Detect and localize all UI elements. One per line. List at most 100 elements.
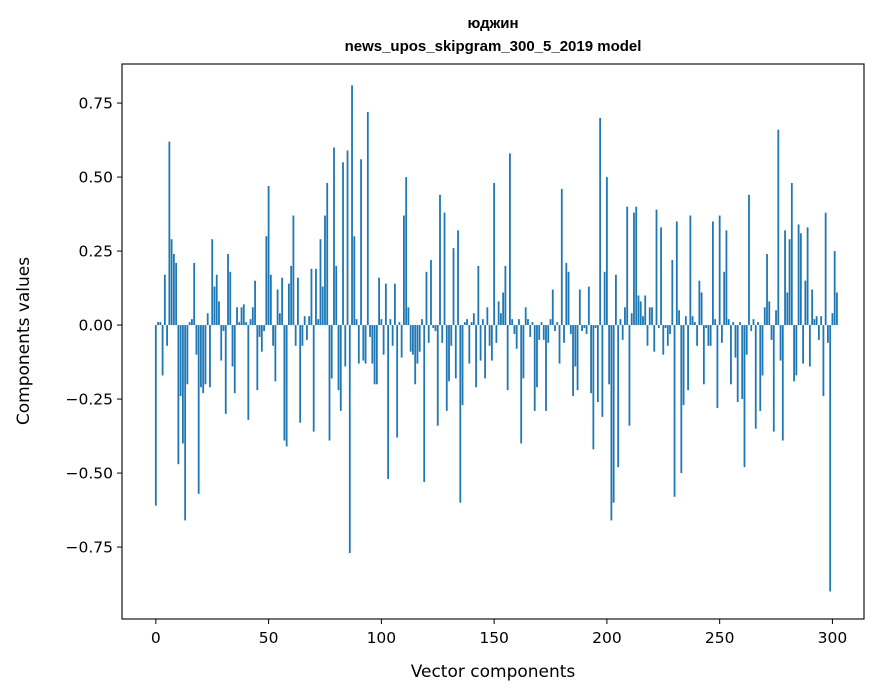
bar [698, 280, 701, 326]
bar [718, 215, 721, 326]
bar [161, 325, 164, 376]
bar [303, 316, 306, 326]
bar [565, 262, 568, 326]
bar [450, 325, 453, 346]
bar [761, 325, 764, 376]
bar [254, 280, 256, 326]
bar [804, 280, 807, 326]
bar [324, 215, 326, 326]
bar [702, 325, 705, 385]
bar [610, 325, 613, 521]
bar [813, 319, 816, 326]
bar [209, 325, 211, 388]
chart-title: юджин [467, 15, 518, 32]
x-tick-label: 250 [705, 629, 735, 647]
bar [572, 325, 574, 397]
bar [328, 325, 331, 441]
bar [781, 325, 784, 441]
bar [560, 188, 563, 326]
bar [700, 292, 703, 326]
bar [249, 319, 252, 326]
bar [215, 274, 218, 326]
bar [790, 182, 793, 326]
bar [766, 254, 768, 326]
bar [177, 325, 180, 465]
bar [775, 310, 777, 326]
bar [777, 129, 780, 326]
bar [725, 230, 728, 326]
bar [195, 325, 198, 355]
bar [481, 319, 484, 326]
bar [233, 325, 236, 394]
bar [488, 325, 491, 346]
plot-frame [121, 63, 865, 620]
bar [750, 325, 753, 331]
bar [278, 313, 281, 326]
bar [691, 316, 694, 326]
bar [540, 322, 543, 326]
bar [360, 159, 362, 326]
bar [545, 325, 547, 411]
bar [319, 239, 322, 326]
bar [743, 325, 746, 468]
bar [806, 227, 809, 326]
x-tick-label: 300 [818, 629, 848, 647]
bar [642, 316, 644, 326]
bar [619, 319, 622, 326]
bar [727, 319, 730, 326]
bar [427, 325, 430, 343]
bar [423, 325, 426, 482]
bar [587, 286, 590, 326]
bar [172, 254, 175, 326]
bar [240, 307, 243, 326]
bar [400, 325, 403, 358]
bar [344, 325, 347, 367]
bar [463, 322, 466, 326]
bar [820, 316, 823, 326]
y-tick-label: −0.25 [66, 391, 114, 409]
bar [493, 182, 496, 326]
bar [817, 325, 820, 340]
bar [457, 230, 459, 326]
bar [421, 319, 423, 326]
bar [630, 313, 633, 326]
bar [391, 325, 394, 346]
bar [407, 307, 410, 326]
bar [346, 150, 349, 326]
bar [287, 283, 290, 326]
bar [811, 289, 814, 326]
bar [693, 322, 696, 326]
bar [757, 322, 759, 326]
bar [707, 325, 710, 346]
bar [673, 325, 676, 497]
bar [290, 265, 293, 326]
y-tick-label: 0.75 [78, 95, 113, 113]
bar [739, 322, 741, 326]
bar [499, 313, 502, 326]
bar [644, 295, 647, 326]
bar [605, 177, 608, 326]
bar [808, 325, 811, 367]
bar [581, 325, 583, 331]
bar [418, 325, 421, 352]
bar [829, 325, 832, 592]
bar [833, 251, 836, 326]
bar [256, 325, 259, 391]
bar [772, 325, 775, 432]
bar [554, 325, 556, 331]
bar [163, 274, 166, 326]
bar [425, 271, 428, 326]
bar [705, 325, 708, 329]
bar [267, 185, 270, 326]
bar [436, 325, 439, 426]
bar [628, 325, 631, 426]
bar [393, 283, 396, 326]
bar [822, 325, 825, 397]
bar [269, 274, 272, 326]
bar [678, 310, 680, 326]
bar [594, 325, 597, 329]
bar [615, 274, 617, 326]
bar [378, 277, 380, 326]
bar [276, 289, 279, 326]
